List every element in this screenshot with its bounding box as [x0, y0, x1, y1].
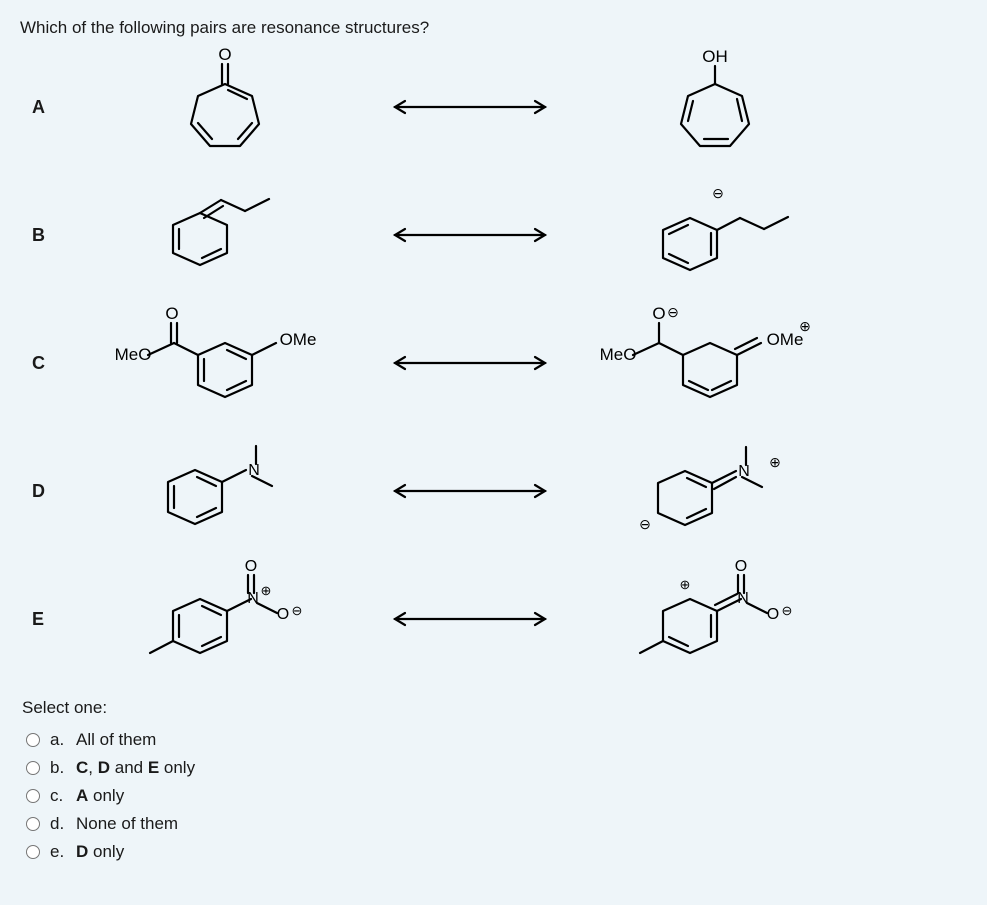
option-d[interactable]: d. None of them [20, 810, 967, 838]
option-text: None of them [76, 814, 178, 834]
struct-d-right: N ⊕ ⊖ [570, 430, 860, 552]
option-letter: a. [50, 730, 76, 750]
option-letter: e. [50, 842, 76, 862]
option-text: D only [76, 842, 124, 862]
radio-d[interactable] [26, 817, 40, 831]
meo-label: MeO [115, 345, 152, 364]
ome-label-r: OMe [767, 330, 804, 349]
plus-e: ⊕ [261, 583, 272, 598]
select-one-label: Select one: [22, 698, 967, 718]
n-label-d: N [248, 462, 260, 479]
plus-d: ⊕ [769, 454, 781, 470]
o-side-er: O [767, 606, 779, 623]
option-c[interactable]: c. A only [20, 782, 967, 810]
option-a[interactable]: a. All of them [20, 726, 967, 754]
n-label-dr: N [738, 463, 750, 480]
option-letter: c. [50, 786, 76, 806]
n-label-er: N [737, 590, 749, 607]
o-side-e: O [277, 606, 289, 623]
struct-e-left: N O O ⊕ ⊖ [80, 558, 370, 680]
structure-rows: A O [20, 46, 967, 680]
row-label-a: A [20, 97, 80, 118]
option-b[interactable]: b. C, D and E only [20, 754, 967, 782]
minus-e: ⊖ [292, 603, 303, 618]
struct-c-left: O MeO OMe [80, 302, 370, 424]
option-text: C, D and E only [76, 758, 195, 778]
radio-a[interactable] [26, 733, 40, 747]
option-letter: d. [50, 814, 76, 834]
row-a: A O [20, 46, 967, 168]
n-label-e: N [247, 590, 259, 607]
arrow-e [370, 605, 570, 633]
oh-label: OH [702, 48, 728, 66]
struct-e-right: N O O ⊕ ⊖ [570, 558, 860, 680]
struct-c-right: O ⊖ MeO OMe ⊕ [570, 302, 860, 424]
struct-b-left [80, 174, 370, 296]
row-label-d: D [20, 481, 80, 502]
arrow-c [370, 349, 570, 377]
plus-c: ⊕ [799, 318, 811, 334]
struct-a-right: OH [570, 46, 860, 168]
ome-label: OMe [280, 330, 317, 349]
arrow-a [370, 93, 570, 121]
row-label-e: E [20, 609, 80, 630]
row-label-c: C [20, 353, 80, 374]
radio-c[interactable] [26, 789, 40, 803]
option-letter: b. [50, 758, 76, 778]
o-top-er: O [735, 559, 747, 575]
o-label-r: O [652, 304, 665, 323]
plus-er: ⊕ [680, 577, 691, 592]
option-text: A only [76, 786, 124, 806]
minus-charge: ⊖ [712, 185, 724, 201]
row-d: D N [20, 430, 967, 552]
meo-label-r: MeO [600, 345, 637, 364]
minus-d: ⊖ [639, 516, 651, 532]
question-text: Which of the following pairs are resonan… [20, 18, 967, 38]
row-label-b: B [20, 225, 80, 246]
minus-er: ⊖ [782, 603, 793, 618]
arrow-d [370, 477, 570, 505]
radio-b[interactable] [26, 761, 40, 775]
struct-b-right: ⊖ [570, 174, 860, 296]
row-c: C O MeO OMe [20, 302, 967, 424]
option-e[interactable]: e. D only [20, 838, 967, 866]
struct-a-left: O [80, 46, 370, 168]
o-top-e: O [245, 559, 257, 575]
radio-e[interactable] [26, 845, 40, 859]
row-e: E N O [20, 558, 967, 680]
oxygen-label: O [218, 48, 231, 64]
struct-d-left: N [80, 430, 370, 552]
minus-c: ⊖ [667, 304, 679, 320]
answers-block: a. All of them b. C, D and E only c. A o… [20, 726, 967, 866]
option-text: All of them [76, 730, 156, 750]
arrow-b [370, 221, 570, 249]
row-b: B [20, 174, 967, 296]
o-label: O [165, 304, 178, 323]
